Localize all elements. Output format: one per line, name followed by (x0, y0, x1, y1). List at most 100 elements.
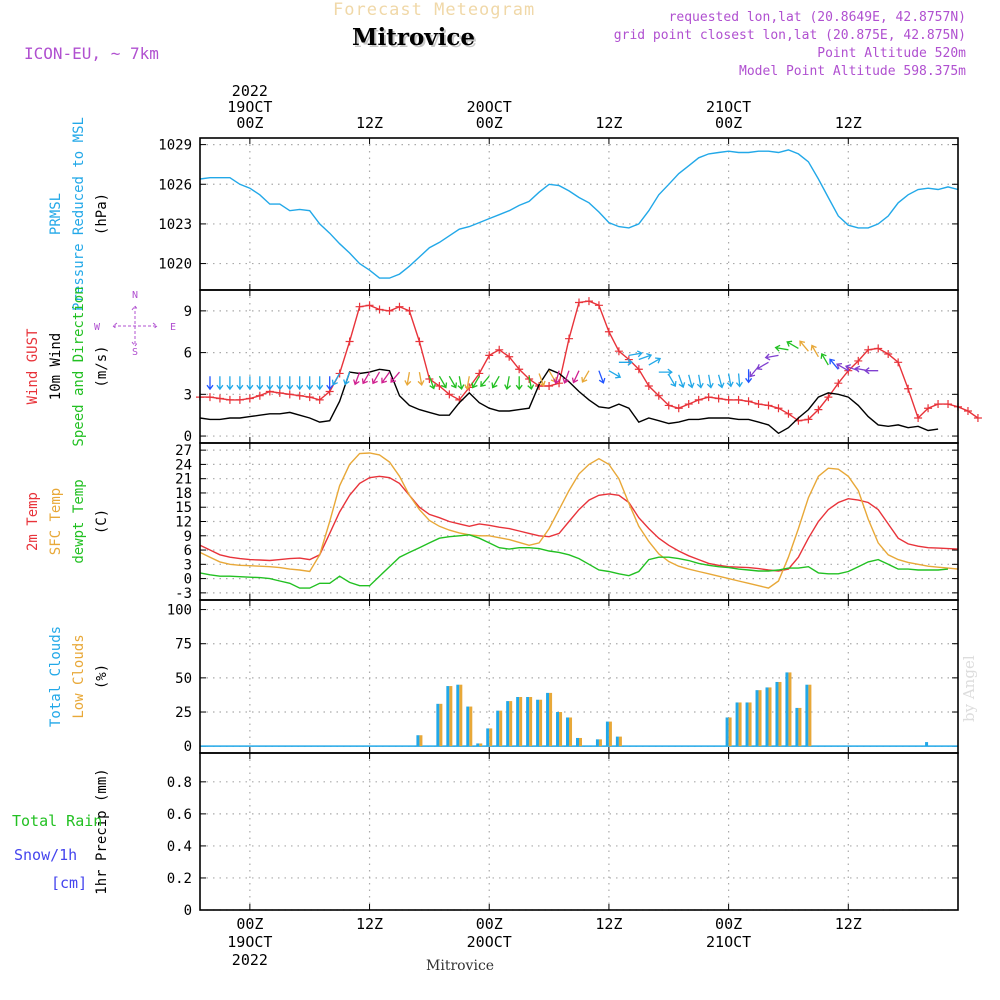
gust-marker (295, 391, 304, 400)
total-cloud-bar (506, 701, 510, 747)
wind-arrow (756, 361, 769, 371)
y-tick-label: 25 (175, 705, 192, 721)
low-cloud-bar (479, 743, 483, 747)
wind-arrow (381, 371, 391, 384)
gust-marker (575, 298, 583, 307)
total-cloud-bar (456, 684, 460, 747)
y-axis-label: SFC Temp (48, 488, 64, 555)
gust-marker (934, 400, 943, 409)
series-line (199, 452, 959, 589)
top-time-label: 19OCT (227, 98, 272, 116)
gust-marker (674, 404, 683, 413)
gust-marker (904, 384, 913, 393)
wind-arrow (608, 370, 622, 379)
top-time-label: 12Z (595, 114, 622, 132)
bottom-time-label: 20OCT (467, 933, 512, 951)
y-tick-label: 6 (184, 346, 192, 362)
wind-arrow (464, 376, 472, 391)
compass-south: S (132, 347, 138, 358)
y-axis-label: (C) (94, 509, 110, 534)
wind-arrow (491, 375, 500, 389)
y-tick-label: 9 (184, 529, 192, 545)
total-cloud-bar (566, 717, 570, 747)
wind-arrow (735, 373, 743, 388)
model-label: ICON-EU, ~ 7km (24, 44, 159, 63)
low-cloud-bar (738, 702, 742, 747)
panel-frame (199, 752, 959, 911)
low-cloud-bar (539, 699, 543, 747)
y-axis-label: (hPa) (94, 193, 110, 235)
y-tick-label: 0 (184, 903, 192, 919)
gust-marker (355, 302, 364, 311)
low-cloud-bar (778, 681, 782, 747)
y-tick-label: 27 (175, 443, 192, 459)
low-cloud-bar (758, 690, 762, 747)
bottom-time-label: 12Z (835, 915, 862, 933)
wind-arrow (417, 371, 425, 386)
gust-marker (395, 302, 404, 311)
wind-arrow (598, 370, 606, 384)
low-cloud-bar (559, 712, 563, 747)
total-cloud-bar (795, 707, 799, 747)
point-altitude: Point Altitude 520m (817, 46, 966, 61)
low-cloud-bar (469, 706, 473, 747)
wind-arrow (428, 375, 436, 390)
gust-marker (694, 395, 703, 404)
compass-west: W (94, 322, 101, 333)
gust-marker (235, 395, 244, 404)
low-cloud-bar (549, 692, 553, 747)
y-tick-label: 3 (184, 387, 192, 403)
wind-arrow (618, 358, 633, 366)
total-cloud-bar (605, 721, 609, 747)
y-tick-label: 12 (175, 515, 192, 531)
gust-marker (385, 306, 394, 315)
gust-marker (365, 301, 374, 310)
total-cloud-bar (546, 692, 550, 747)
bottom-time-label: 00Z (236, 915, 263, 933)
top-time-label: 20OCT (467, 98, 512, 116)
total-cloud-bar (765, 687, 769, 747)
gust-marker (245, 394, 254, 403)
y-axis-label: Total Clouds (48, 626, 64, 727)
wind-arrow (678, 374, 686, 389)
series-line (199, 534, 949, 589)
wind-arrow (246, 376, 254, 391)
wind-arrow (764, 353, 779, 361)
gust-marker (664, 401, 673, 410)
gust-marker (375, 305, 384, 314)
y-tick-label: 21 (175, 472, 192, 488)
total-cloud-bar (785, 672, 789, 747)
y-axis-label: 1hr Precip (mm) (94, 768, 110, 894)
total-cloud-bar (556, 712, 560, 747)
wind-arrow (316, 376, 324, 391)
y-axis-label: Pressure Reduced to MSL (71, 117, 87, 311)
gust-marker (854, 356, 863, 365)
total-cloud-bar (446, 686, 450, 747)
low-cloud-bar (499, 710, 503, 747)
y-tick-label: 75 (175, 637, 192, 653)
top-time-label: 12Z (835, 114, 862, 132)
wind-arrow (668, 374, 677, 388)
wind-arrow (326, 376, 334, 391)
low-cloud-bar (519, 696, 523, 747)
low-cloud-bar (788, 672, 792, 747)
wind-arrow (286, 376, 294, 391)
low-cloud-bar (768, 687, 772, 747)
precip-legend-label: Total Rain (12, 812, 102, 830)
y-axis-label: Speed and Direction (71, 286, 87, 446)
series-line (199, 368, 939, 435)
wind-arrow (638, 352, 653, 361)
y-tick-label: 1029 (158, 138, 192, 154)
gust-marker (604, 327, 613, 336)
gust-marker (644, 381, 653, 390)
gust-marker (734, 395, 743, 404)
low-cloud-bar (748, 702, 752, 747)
wind-arrow (226, 376, 234, 391)
total-cloud-bar (416, 735, 420, 747)
compass-east: E (170, 322, 176, 333)
gust-marker (485, 351, 494, 360)
low-cloud-bar (439, 703, 443, 747)
wind-arrow (799, 340, 809, 352)
gust-marker (864, 345, 873, 354)
gust-marker (894, 358, 903, 367)
